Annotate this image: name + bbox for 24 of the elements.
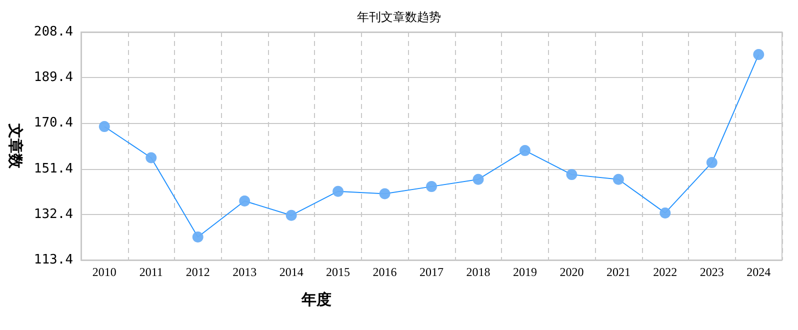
x-tick-label: 2022 [653, 265, 678, 279]
y-tick-label: 113.4 [34, 252, 74, 268]
x-tick-label: 2024 [746, 265, 771, 279]
chart-title: 年刊文章数趋势 [357, 10, 441, 24]
x-tick-label: 2019 [512, 265, 537, 279]
x-axis-title: 年度 [300, 290, 332, 308]
y-axis-title: 文章数 [6, 122, 24, 170]
x-tick-label: 2017 [420, 265, 444, 279]
x-tick-label: 2015 [326, 265, 350, 279]
x-tick-label: 2020 [560, 265, 584, 279]
y-tick-label: 208.4 [34, 24, 74, 40]
x-tick-label: 2018 [466, 265, 490, 279]
y-tick-label: 170.4 [34, 116, 74, 131]
x-tick-label: 2013 [232, 265, 257, 279]
x-tick-label: 2023 [700, 265, 724, 279]
y-tick-label: 151.4 [34, 161, 74, 176]
x-tick-label: 2021 [606, 265, 630, 279]
y-tick-label: 132.4 [34, 206, 74, 222]
x-tick-label: 2012 [186, 265, 210, 279]
y-tick-label: 189.4 [34, 70, 74, 86]
x-tick-label: 2010 [92, 265, 116, 279]
x-tick-label: 2016 [372, 265, 397, 279]
x-tick-label: 2011 [139, 265, 163, 279]
x-tick-label: 2014 [279, 265, 304, 279]
